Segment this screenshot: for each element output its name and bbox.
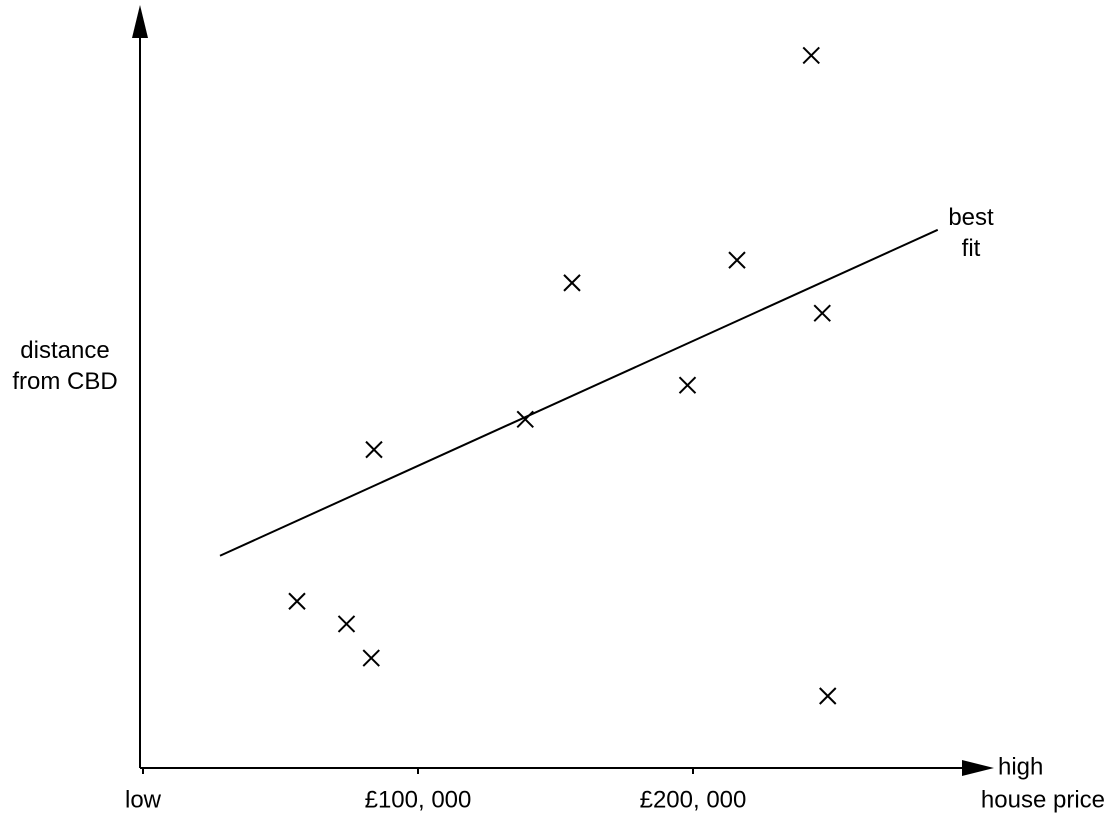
best-fit-label: best fit [948,204,994,262]
point [337,615,356,633]
x-axis-end-label: high [998,753,1043,780]
point [365,440,383,459]
point [678,376,697,394]
y-axis-title: distance from CBD [12,337,118,395]
x-tick-label: low [125,786,162,813]
point [813,304,831,322]
x-tick-label: £100, 000 [365,786,472,813]
x-axis-title: house price [981,786,1105,813]
point [362,649,380,667]
y-axis-arrow [132,5,148,38]
point [288,592,306,610]
best-fit-line [219,228,939,557]
x-axis-arrow [962,760,994,776]
point [802,46,820,65]
point [728,251,746,269]
point [819,687,837,705]
x-tick-label: £200, 000 [640,786,747,813]
point [563,274,581,292]
